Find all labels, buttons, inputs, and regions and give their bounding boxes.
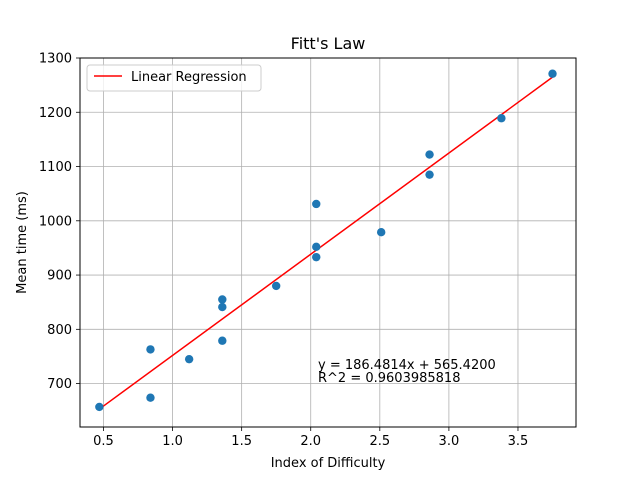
data-point — [497, 114, 506, 123]
y-tick-label: 1300 — [39, 52, 72, 67]
chart-title: Fitt's Law — [291, 34, 366, 53]
y-tick-label: 1100 — [39, 160, 72, 175]
data-point — [271, 281, 281, 291]
r-squared: R^2 = 0.9603985818 — [318, 371, 460, 386]
x-tick-label: 2.0 — [300, 434, 321, 449]
data-point — [312, 252, 321, 262]
data-point — [146, 393, 155, 402]
data-point — [95, 402, 104, 412]
x-tick-label: 3.0 — [439, 434, 460, 449]
regression-line-group — [98, 76, 553, 410]
data-point — [184, 354, 194, 364]
legend: Linear Regression — [86, 64, 262, 92]
y-tick-label: 900 — [47, 269, 72, 284]
y-tick-label: 700 — [47, 377, 72, 392]
regression-equation: y = 186.4814x + 565.4200 — [318, 358, 496, 373]
scatter-points — [95, 69, 557, 412]
x-tick-label: 1.0 — [162, 434, 183, 449]
data-point — [312, 242, 321, 252]
data-point — [218, 336, 227, 345]
legend-label: Linear Regression — [131, 70, 247, 85]
data-point — [548, 69, 557, 78]
data-point — [376, 227, 386, 237]
x-tick-label: 1.5 — [231, 434, 252, 449]
data-point — [218, 295, 227, 304]
regression-line — [98, 76, 553, 410]
y-axis: 700 800 900 1000 1100 1200 1300 — [39, 52, 80, 392]
x-tick-label: 0.5 — [93, 434, 114, 449]
data-point — [146, 345, 155, 354]
y-axis-label: Mean time (ms) — [15, 191, 30, 294]
x-tick-label: 3.5 — [508, 434, 529, 449]
y-tick-label: 1000 — [39, 214, 72, 229]
data-point — [425, 170, 434, 179]
data-point — [218, 302, 227, 312]
plot-frame — [79, 57, 577, 428]
data-point — [312, 199, 321, 209]
y-tick-label: 1200 — [39, 106, 72, 121]
x-axis-label: Index of Difficulty — [271, 456, 386, 471]
x-tick-label: 2.5 — [369, 434, 390, 449]
x-axis: 0.5 1.0 1.5 2.0 2.5 3.0 3.5 — [93, 427, 528, 449]
data-point — [425, 150, 434, 159]
legend-box — [86, 64, 262, 92]
y-tick-label: 800 — [47, 323, 72, 338]
